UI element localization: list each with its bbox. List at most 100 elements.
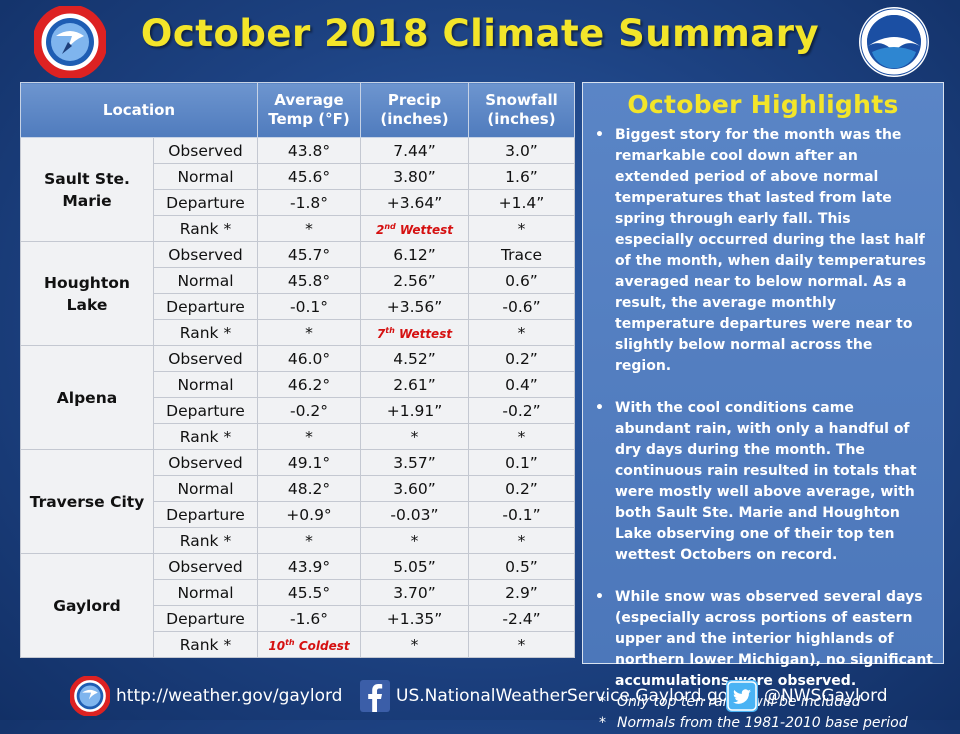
page-title: October 2018 Climate Summary <box>140 12 820 55</box>
snow-value: 0.1” <box>468 449 575 476</box>
temp-value: 45.7° <box>257 241 361 268</box>
snow-value: 0.5” <box>468 553 575 580</box>
snow-value: 3.0” <box>468 137 575 164</box>
twitter-handle[interactable]: @NWSGaylord <box>764 686 888 706</box>
row-type: Departure <box>153 397 258 424</box>
row-type: Rank * <box>153 215 258 242</box>
temp-value: 46.2° <box>257 371 361 398</box>
temp-value: * <box>257 215 361 242</box>
snow-value: 0.2” <box>468 475 575 502</box>
facebook-icon[interactable] <box>360 680 390 712</box>
temp-value: -0.2° <box>257 397 361 424</box>
table-row: Rank * * 7th Wettest * <box>21 319 575 346</box>
highlight-bullet: With the cool conditions came abundant r… <box>595 398 943 566</box>
website-link[interactable]: http://weather.gov/gaylord <box>116 686 343 706</box>
rank-highlight: 2nd Wettest <box>375 221 454 237</box>
snow-value: 1.6” <box>468 163 575 190</box>
snow-value: Trace <box>468 241 575 268</box>
highlights-title: October Highlights <box>627 90 899 119</box>
precip-value: 3.70” <box>360 579 469 606</box>
precip-value: * <box>360 527 469 554</box>
row-type: Departure <box>153 293 258 320</box>
header-snowfall: Snowfall (inches) <box>468 82 575 138</box>
snow-value: -0.6” <box>468 293 575 320</box>
row-type: Rank * <box>153 527 258 554</box>
row-type: Observed <box>153 137 258 164</box>
location-name: Alpena <box>20 345 154 450</box>
table-header-row: Location Average Temp (°F) Precip (inches)… <box>20 82 575 138</box>
row-type: Departure <box>153 189 258 216</box>
precip-value: 7th Wettest <box>360 319 469 346</box>
location-name: Traverse City <box>20 449 154 554</box>
precip-value: 3.60” <box>360 475 469 502</box>
highlights-list: Biggest story for the month was the rema… <box>583 125 943 692</box>
row-type: Normal <box>153 163 258 190</box>
precip-value: 3.80” <box>360 163 469 190</box>
precip-value: 5.05” <box>360 553 469 580</box>
table-row: Houghton Lake Observed 45.7° 6.12” Trace <box>20 241 575 346</box>
location-name: Gaylord <box>20 553 154 658</box>
snow-value: +1.4” <box>468 189 575 216</box>
snow-value: 0.2” <box>468 345 575 372</box>
nws-logo-icon <box>34 6 106 78</box>
snow-value: 0.4” <box>468 371 575 398</box>
twitter-icon[interactable] <box>726 680 758 712</box>
footer: http://weather.gov/gaylord US.NationalWe… <box>0 676 960 716</box>
table-row: Normal 45.6° 3.80” 1.6” <box>21 163 575 190</box>
row-type: Observed <box>153 449 258 476</box>
precip-value: 4.52” <box>360 345 469 372</box>
snow-value: * <box>468 215 575 242</box>
table-row: Normal 46.2° 2.61” 0.4” <box>21 371 575 398</box>
row-type: Observed <box>153 241 258 268</box>
table-row: Traverse City Observed 49.1° 3.57” 0.1” <box>20 449 575 554</box>
table-row: Normal 45.8° 2.56” 0.6” <box>21 267 575 294</box>
precip-value: +3.64” <box>360 189 469 216</box>
row-type: Departure <box>153 501 258 528</box>
temp-value: 45.8° <box>257 267 361 294</box>
snow-value: * <box>468 423 575 450</box>
highlight-bullet: While snow was observed several days (es… <box>595 587 943 692</box>
table-row: Departure +0.9° -0.03” -0.1” <box>21 501 575 528</box>
precip-value: 6.12” <box>360 241 469 268</box>
table-row: Rank * 10th Coldest * * <box>21 631 575 658</box>
temp-value: -0.1° <box>257 293 361 320</box>
snow-value: 2.9” <box>468 579 575 606</box>
precip-value: 3.57” <box>360 449 469 476</box>
row-type: Normal <box>153 475 258 502</box>
table-row: Alpena Observed 46.0° 4.52” 0.2” <box>20 345 575 450</box>
table-row: Departure -1.6° +1.35” -2.4” <box>21 605 575 632</box>
temp-value: 45.6° <box>257 163 361 190</box>
facebook-link[interactable]: US.NationalWeatherService.Gaylord.gov <box>396 686 739 706</box>
highlights-panel: October Highlights Biggest story for the… <box>582 82 944 731</box>
highlight-bullet: Biggest story for the month was the rema… <box>595 125 943 377</box>
table-row: Departure -0.1° +3.56” -0.6” <box>21 293 575 320</box>
temp-value: 10th Coldest <box>257 631 361 658</box>
noaa-logo-icon <box>859 7 929 77</box>
row-type: Rank * <box>153 423 258 450</box>
temp-value: 49.1° <box>257 449 361 476</box>
table-row: Rank * * * * <box>21 423 575 450</box>
climate-table: Location Average Temp (°F) Precip (inches)… <box>20 82 575 658</box>
temp-value: 43.8° <box>257 137 361 164</box>
header-precip: Precip (inches) <box>360 82 469 138</box>
snow-value: 0.6” <box>468 267 575 294</box>
precip-value: 2.56” <box>360 267 469 294</box>
table-row: Gaylord Observed 43.9° 5.05” 0.5” <box>20 553 575 658</box>
precip-value: +3.56” <box>360 293 469 320</box>
precip-value: 2nd Wettest <box>360 215 469 242</box>
header-location: Location <box>20 82 258 138</box>
temp-value: -1.6° <box>257 605 361 632</box>
table-row: Departure -1.8° +3.64” +1.4” <box>21 189 575 216</box>
row-type: Observed <box>153 345 258 372</box>
snow-value: * <box>468 319 575 346</box>
temp-value: 48.2° <box>257 475 361 502</box>
snow-value: * <box>468 527 575 554</box>
row-type: Observed <box>153 553 258 580</box>
precip-value: -0.03” <box>360 501 469 528</box>
temp-value: 45.5° <box>257 579 361 606</box>
rank-highlight: 10th Coldest <box>268 637 350 653</box>
temp-value: 46.0° <box>257 345 361 372</box>
snow-value: * <box>468 631 575 658</box>
precip-value: * <box>360 631 469 658</box>
table-row: Sault Ste. Marie Observed 43.8° 7.44” 3.0” <box>20 137 575 242</box>
